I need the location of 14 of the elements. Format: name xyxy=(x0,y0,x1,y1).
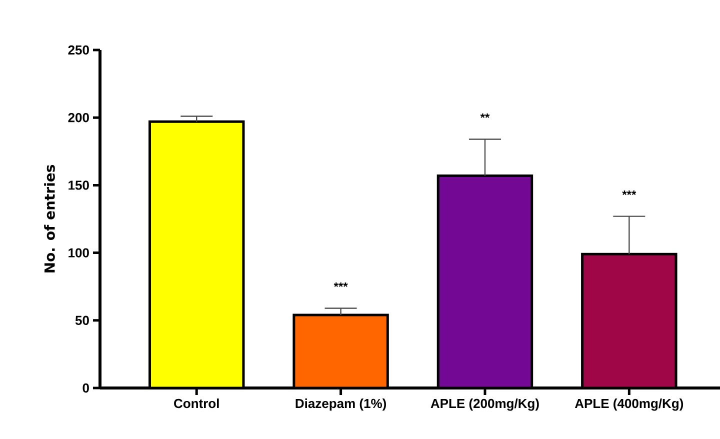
y-tick-label: 200 xyxy=(68,112,89,122)
y-axis-title: No. of entries xyxy=(44,164,55,272)
annotation: *** xyxy=(334,282,348,287)
x-tick-label: APLE (400mg/Kg) xyxy=(574,398,684,411)
annotation: ** xyxy=(480,113,490,118)
x-tick-label: Control xyxy=(174,398,219,408)
y-tick-label: 0 xyxy=(82,383,89,393)
x-tick-label: Diazepam (1%) xyxy=(296,398,386,411)
x-tick-label: APLE (200mg/Kg) xyxy=(430,398,539,411)
y-tick-label: 150 xyxy=(68,180,89,190)
y-tick-label: 100 xyxy=(68,248,89,258)
y-tick-label: 250 xyxy=(68,45,89,55)
annotation: *** xyxy=(622,190,636,195)
y-tick-label: 50 xyxy=(75,316,89,325)
